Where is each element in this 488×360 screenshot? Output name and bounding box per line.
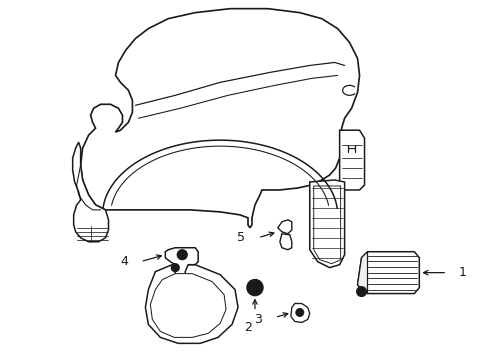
Polygon shape (309, 180, 344, 268)
Text: 3: 3 (254, 313, 262, 326)
Circle shape (177, 250, 187, 260)
Polygon shape (277, 220, 291, 234)
Polygon shape (150, 274, 225, 337)
Text: 4: 4 (121, 255, 128, 268)
Text: 1: 1 (458, 266, 466, 279)
Polygon shape (279, 234, 291, 250)
Polygon shape (81, 9, 359, 228)
Circle shape (171, 264, 179, 272)
Polygon shape (145, 265, 238, 343)
Polygon shape (357, 252, 367, 293)
Polygon shape (290, 303, 309, 323)
Circle shape (356, 287, 366, 297)
Polygon shape (357, 252, 419, 293)
Text: 2: 2 (244, 321, 251, 334)
Circle shape (295, 309, 303, 316)
Polygon shape (339, 130, 364, 190)
Text: 5: 5 (237, 231, 244, 244)
Circle shape (246, 280, 263, 296)
Polygon shape (165, 248, 198, 282)
Polygon shape (73, 142, 108, 242)
